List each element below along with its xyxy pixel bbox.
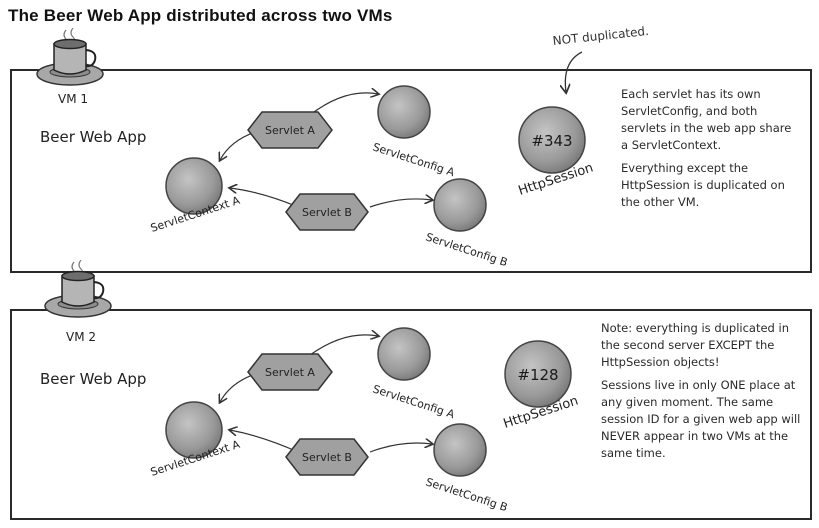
- servlet-a-label: Servlet A: [265, 366, 315, 379]
- servlet-context-node: [165, 401, 223, 459]
- vm1-note: Each servlet has its own ServletConfig, …: [621, 86, 799, 217]
- vm2-diagram: Servlet A Servlet B #128 ServletConfig A…: [149, 327, 580, 514]
- servlet-config-b-node: [433, 423, 487, 477]
- vm1-note-paragraph: Each servlet has its own ServletConfig, …: [621, 87, 792, 152]
- servlet-config-a-node: [377, 327, 431, 381]
- servlet-b-label: Servlet B: [302, 451, 352, 464]
- servlet-b-node: [285, 193, 369, 231]
- servlet-a-node: [247, 111, 333, 149]
- servlet-config-b-label: ServletConfig B: [424, 475, 509, 514]
- coffee-cup-icon: [44, 260, 112, 318]
- servlet-config-a-label: ServletConfig A: [371, 382, 457, 421]
- coffee-cup-icon: [36, 28, 104, 86]
- servlet-config-b-label: ServletConfig B: [424, 230, 509, 269]
- servlet-a-label: Servlet A: [265, 124, 315, 137]
- vm1-diagram: Servlet A Servlet B #343 ServletConfig A…: [149, 51, 595, 269]
- servlet-config-a-node: [377, 85, 431, 139]
- connector: [309, 335, 378, 356]
- servlet-context-node: [165, 157, 223, 215]
- arrow-icon: [565, 51, 583, 92]
- http-session-node: [518, 106, 586, 174]
- connector: [369, 199, 432, 208]
- page-title: The Beer Web App distributed across two …: [8, 6, 393, 25]
- vm2-label: VM 2: [66, 330, 97, 344]
- vm2-note-paragraph: Sessions live in only ONE place at any g…: [601, 378, 801, 460]
- vm1-panel: [10, 69, 812, 273]
- connector: [309, 93, 378, 116]
- vm1-note-paragraph: Everything except the HttpSession is dup…: [621, 161, 785, 209]
- http-session-node: [504, 340, 572, 408]
- servlet-b-label: Servlet B: [302, 206, 352, 219]
- session-id: #128: [517, 366, 558, 384]
- vm2-note: Note: everything is duplicated in the se…: [601, 320, 801, 468]
- vm2-app-label: Beer Web App: [40, 370, 147, 388]
- servlet-a-node: [247, 353, 333, 391]
- servlet-config-b-node: [433, 178, 487, 232]
- servlet-config-a-label: ServletConfig A: [371, 140, 457, 179]
- vm1-label: VM 1: [58, 92, 89, 106]
- session-id: #343: [531, 132, 572, 150]
- connector: [369, 443, 432, 453]
- vm2-note-paragraph: Note: everything is duplicated in the se…: [601, 321, 789, 369]
- servlet-b-node: [285, 438, 369, 476]
- vm1-app-label: Beer Web App: [40, 128, 147, 146]
